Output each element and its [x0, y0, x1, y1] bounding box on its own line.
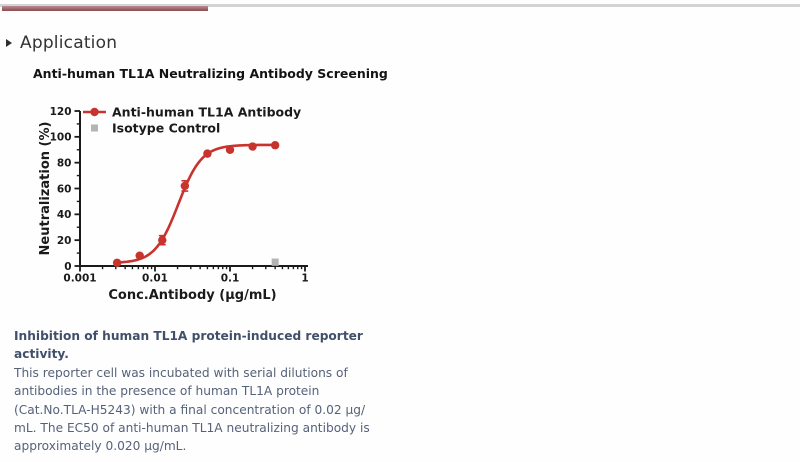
- caption-heading: Inhibition of human TL1A protein-induced…: [14, 329, 363, 362]
- legend-marker-circle: [90, 107, 99, 117]
- section-header: Application: [6, 33, 117, 53]
- data-point-circle: [112, 258, 122, 267]
- y-tick-label: 80: [57, 157, 72, 169]
- y-tick-label: 100: [50, 132, 72, 144]
- x-tick-label: 0.01: [142, 273, 168, 285]
- legend-marker-square: [91, 124, 98, 132]
- x-axis-title: Conc.Antibody (μg/mL): [108, 288, 276, 303]
- y-tick-label: 20: [57, 235, 72, 247]
- legend-label: Anti-human TL1A Antibody: [112, 104, 301, 119]
- dose-response-chart-svg: 0.001 0.01 0.1 1 0 20 40 60 80 100 120 Conc.Antibod…: [38, 104, 309, 303]
- figure-title: Anti-human TL1A Neutralizing Antibody Sc…: [33, 66, 388, 81]
- y-tick-label: 120: [50, 106, 72, 118]
- y-tick-label: 60: [57, 183, 72, 195]
- data-point-circle: [248, 142, 257, 151]
- section-bullet-icon: [6, 39, 12, 47]
- x-tick-label: 0.001: [63, 273, 96, 285]
- fit-curve: [115, 143, 279, 264]
- data-point-square: [271, 258, 279, 266]
- section-title: Application: [20, 33, 118, 53]
- top-rule-line: [0, 4, 800, 11]
- data-point-circle: [158, 235, 167, 245]
- legend-label: Isotype Control: [112, 120, 220, 135]
- data-point-circle: [135, 251, 144, 260]
- y-axis-title: Neutralization (%): [38, 122, 53, 256]
- y-tick-label: 0: [64, 261, 71, 273]
- y-tick-label: 40: [57, 209, 72, 221]
- data-point-circle: [225, 145, 235, 154]
- data-point-circle: [270, 141, 280, 150]
- x-tick-label: 0.1: [221, 273, 240, 285]
- data-point-circle: [180, 181, 190, 191]
- dose-response-chart: 0.001 0.01 0.1 1 0 20 40 60 80 100 120 Conc.Antibod…: [0, 95, 400, 315]
- data-point-circle: [203, 149, 212, 158]
- figure-caption: Inhibition of human TL1A protein-induced…: [14, 327, 454, 456]
- x-tick-label: 1: [301, 273, 308, 285]
- top-rule-line-accent: [2, 6, 208, 11]
- caption-body: This reporter cell was incubated with se…: [14, 365, 370, 454]
